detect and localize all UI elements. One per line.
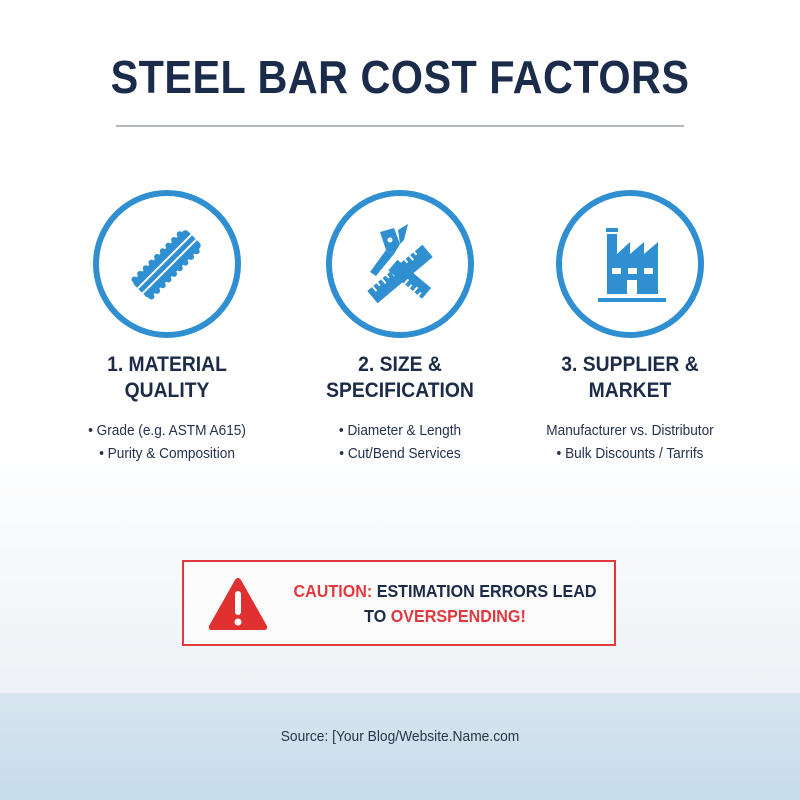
caliper-ruler-icon — [367, 224, 433, 304]
bullet-item: • Diameter & Length — [338, 423, 462, 439]
factor-title: 2. SIZE & SPECIFICATION — [290, 352, 511, 404]
rebar-icon — [131, 230, 201, 300]
factor-title-line: MARKET — [588, 379, 672, 402]
caution-text-line2: TO — [364, 606, 391, 626]
bullet-item: Manufacturer vs. Distributor — [546, 423, 714, 439]
factor-icon-circle — [93, 190, 241, 338]
title-divider — [116, 125, 684, 127]
factor-title: 3. SUPPLIER & MARKET — [520, 352, 741, 404]
factor-material-quality: 1. MATERIAL QUALITY • Grade (e.g. ASTM A… — [47, 190, 287, 466]
factor-icon-circle — [556, 190, 704, 338]
bullet-item: • Purity & Composition — [99, 446, 235, 462]
caution-text-line1: ESTIMATION ERRORS LEAD — [372, 581, 597, 601]
factory-icon — [598, 228, 666, 302]
caution-label: CAUTION: — [293, 581, 373, 601]
caution-banner: CAUTION: ESTIMATION ERRORS LEAD TO OVERS… — [182, 560, 616, 646]
factor-bullets: • Diameter & Length • Cut/Bend Services — [287, 420, 513, 466]
factor-title-line: 1. MATERIAL — [107, 353, 227, 376]
bullet-item: • Grade (e.g. ASTM A615) — [88, 423, 246, 439]
factor-title-line: QUALITY — [124, 379, 210, 402]
bullet-item: • Bulk Discounts / Tarrifs — [556, 446, 704, 462]
factor-icon-circle — [326, 190, 474, 338]
factor-bullets: Manufacturer vs. Distributor • Bulk Disc… — [517, 420, 743, 466]
caution-message: CAUTION: ESTIMATION ERRORS LEAD TO OVERS… — [293, 579, 597, 629]
factor-title-line: 3. SUPPLIER & — [561, 353, 699, 376]
factor-bullets: • Grade (e.g. ASTM A615) • Purity & Comp… — [54, 420, 280, 466]
bullet-item: • Cut/Bend Services — [339, 446, 461, 462]
page-title: STEEL BAR COST FACTORS — [110, 51, 690, 103]
warning-triangle-icon — [208, 578, 268, 630]
footer: Source: [Your Blog/Website.Name.com — [0, 693, 800, 800]
caution-emphasis: OVERSPENDING! — [390, 606, 526, 626]
factor-title-line: SPECIFICATION — [326, 379, 474, 402]
factor-title: 1. MATERIAL QUALITY — [57, 352, 278, 404]
source-credit: Source: [Your Blog/Website.Name.com — [280, 728, 520, 745]
factor-size-specification: 2. SIZE & SPECIFICATION • Diameter & Len… — [280, 190, 520, 466]
factor-title-line: 2. SIZE & — [358, 353, 442, 376]
factor-supplier-market: 3. SUPPLIER & MARKET Manufacturer vs. Di… — [510, 190, 750, 466]
